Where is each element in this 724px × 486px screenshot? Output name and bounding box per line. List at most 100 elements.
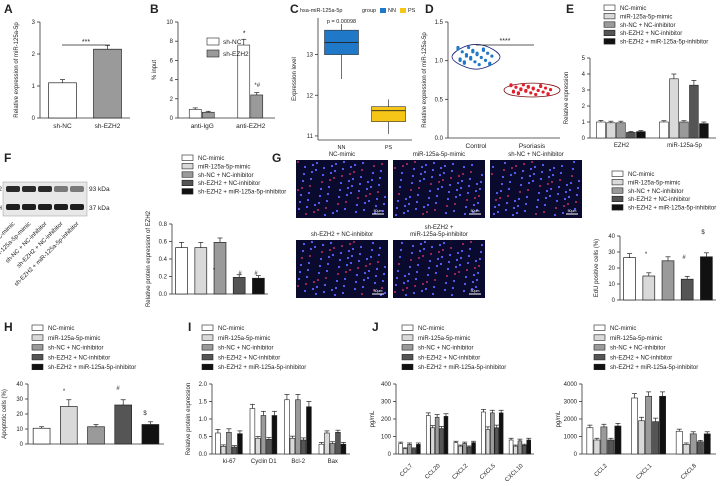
hoechst-nucleus [306,268,310,272]
hoechst-nucleus [547,175,551,179]
edu-positive-nucleus [571,175,573,177]
hoechst-nucleus [454,265,458,269]
chart-i-ytick-label: 2.0 [199,382,208,388]
hoechst-nucleus [545,189,549,193]
hoechst-nucleus [517,197,521,201]
hoechst-nucleus [468,247,472,251]
kda-label-gapdh: 37 kDa [89,205,110,212]
edu-positive-nucleus [527,189,529,191]
chart-e-bar [596,121,606,139]
chart-g-bar [623,257,636,301]
chart-g-legend-label: sh-EZH2 + miR-125a-5p-inhibitor [628,206,716,212]
chart-g-legend-label: miR-125a-5p-mimic [628,180,680,186]
hoechst-nucleus [553,213,557,217]
edu-positive-nucleus [543,211,545,213]
edu-positive-nucleus [531,161,533,163]
hoechst-nucleus [471,280,475,284]
hoechst-nucleus [382,272,386,276]
hoechst-nucleus [349,191,353,195]
hoechst-nucleus [355,203,359,207]
hoechst-nucleus [399,248,403,252]
hoechst-nucleus [321,243,325,247]
hoechst-nucleus [378,176,382,180]
hoechst-nucleus [305,275,309,279]
hoechst-nucleus [403,274,407,278]
edu-positive-nucleus [373,165,375,167]
chart-b-ylabel: % input [152,60,158,80]
hoechst-nucleus [374,204,378,208]
chart-d-point [473,60,477,64]
hoechst-nucleus [323,283,327,287]
chart-b-ytick-label: 6 [170,58,174,64]
hoechst-nucleus [354,210,358,214]
chart-i-bar [249,408,256,455]
edu-positive-nucleus [333,177,335,179]
chart-g-legend-swatch [611,187,624,194]
hoechst-nucleus [451,162,455,166]
chart-j2-bar [659,395,666,455]
hoechst-nucleus [537,191,541,195]
chart-e-bar [669,78,679,139]
chart-g-legend-label: NC-mimic [628,172,654,178]
hoechst-nucleus [500,182,504,186]
hoechst-nucleus [365,187,369,191]
hoechst-nucleus [436,257,440,261]
chart-f-legend-swatch [181,163,194,170]
chart-d-ytick-label: 0.5 [435,97,444,103]
panel-label-a: A [4,2,13,16]
hoechst-nucleus [541,163,545,167]
hoechst-nucleus [446,267,450,271]
chart-h-legend-swatch [31,324,44,331]
gapdh-band [6,204,20,210]
hoechst-nucleus [315,161,319,165]
edu-positive-nucleus [446,275,448,277]
edu-positive-nucleus [454,203,456,205]
hoechst-nucleus [313,245,317,249]
hoechst-nucleus [313,203,317,207]
hoechst-nucleus [414,277,418,281]
hoechst-nucleus [466,191,470,195]
edu-positive-nucleus [499,197,501,199]
hoechst-nucleus [430,175,434,179]
chart-d-point [546,92,550,97]
hoechst-nucleus [475,182,479,186]
edu-positive-nucleus [337,273,339,275]
hoechst-nucleus [422,177,426,181]
hoechst-nucleus [466,261,470,265]
edu-positive-nucleus [442,179,444,181]
hoechst-nucleus [415,270,419,274]
chart-j2-bar [614,425,622,455]
edu-positive-nucleus [410,189,412,191]
hoechst-nucleus [480,243,484,247]
chart-d-ytick-label: 1.5 [435,20,444,26]
hoechst-nucleus [404,197,408,201]
chart-c-category-label: PS [385,145,393,151]
chart-i-bar [306,406,312,455]
edu-positive-nucleus [398,193,400,195]
chart-g-annotation: * [645,252,648,258]
edu-positive-nucleus [357,197,359,199]
edu-positive-nucleus [365,265,367,267]
hoechst-nucleus [408,265,412,269]
micrograph-tile [490,160,582,218]
panel-label-j: J [372,320,379,334]
hoechst-nucleus [359,175,363,179]
hoechst-nucleus [334,162,338,166]
chart-b-legend-label: sh-NC [223,39,242,46]
chart-g-annotation: # [682,255,686,261]
chart-e-ytick-label: 3 [582,88,586,94]
edu-positive-nucleus [341,175,343,177]
hoechst-nucleus [434,201,438,205]
chart-j1-bar [411,448,417,455]
hoechst-nucleus [435,264,439,268]
chart-e-bar [679,121,689,139]
edu-positive-nucleus [357,267,359,269]
chart-d-ytick-label: 1.0 [435,59,444,65]
edu-positive-nucleus [438,181,440,183]
hoechst-nucleus [325,199,329,203]
hoechst-nucleus [468,177,472,181]
chart-g-ytick-label: 20 [608,266,615,272]
hoechst-nucleus [503,161,507,165]
chart-d-point [490,54,494,58]
hoechst-nucleus [557,185,561,189]
